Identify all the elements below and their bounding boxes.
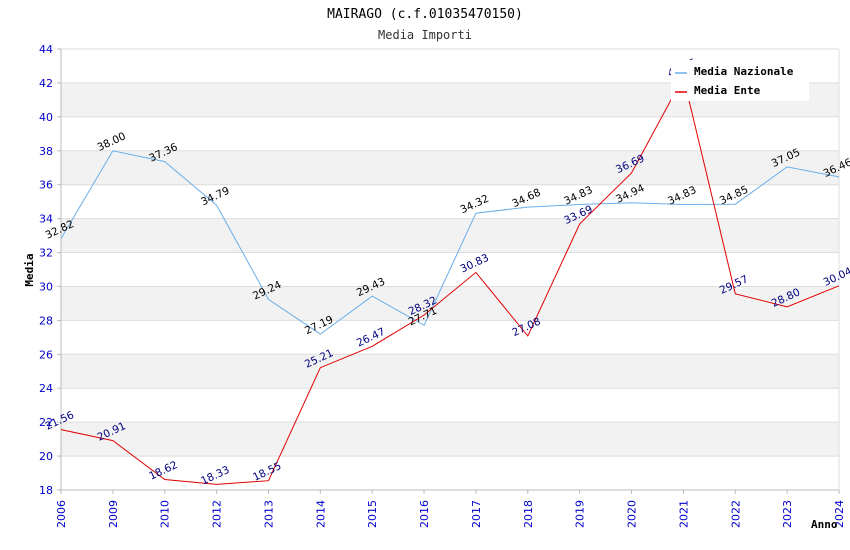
axes [60, 49, 840, 491]
x-tick-label: 2010 [159, 500, 172, 528]
x-tick-label: 2015 [366, 500, 379, 528]
chart-title: MAIRAGO (c.f.01035470150) [327, 7, 523, 22]
grid-band [61, 456, 839, 490]
x-tick-label: 2021 [677, 500, 690, 528]
x-tick-label: 2014 [314, 500, 327, 528]
x-tick-label: 2017 [470, 500, 483, 528]
y-tick-label: 38 [39, 145, 53, 158]
y-axis-label: Media [23, 253, 36, 286]
grid-band [61, 286, 839, 321]
y-tick-label: 30 [39, 280, 53, 293]
y-tick-label: 42 [39, 77, 53, 90]
y-tick-label: 28 [39, 314, 53, 327]
x-tick-label: 2022 [729, 500, 742, 528]
x-tick-label: 2016 [418, 500, 431, 528]
x-tick-label: 2006 [55, 500, 68, 528]
y-tick-labels: 18 20 22 24 26 28 30 32 34 36 38 40 42 44 [39, 43, 61, 497]
y-tick-label: 40 [39, 111, 53, 124]
y-tick-label: 26 [39, 348, 53, 361]
x-tick-label: 2024 [833, 500, 846, 528]
y-tick-label: 20 [39, 450, 53, 463]
legend-label-ente: Media Ente [694, 84, 761, 97]
y-tick-label: 32 [39, 247, 53, 260]
grid-band [61, 354, 839, 389]
x-tick-label: 2013 [262, 500, 275, 528]
legend-box [671, 60, 809, 101]
grid-lines [61, 48, 839, 491]
grid-band [61, 150, 839, 185]
x-tick-label: 2023 [781, 500, 794, 528]
x-tick-label: 2020 [626, 500, 639, 528]
legend-label-nazionale: Media Nazionale [694, 65, 794, 78]
grid-band [61, 422, 839, 457]
grid-band [61, 218, 839, 253]
x-tick-label: 2009 [107, 500, 120, 528]
x-axis-label: Anno [811, 518, 838, 531]
legend: Media Nazionale Media Ente [671, 60, 809, 101]
y-tick-label: 24 [39, 382, 53, 395]
chart-subtitle: Media Importi [378, 28, 472, 42]
y-tick-label: 36 [39, 179, 53, 192]
x-tick-label: 2019 [574, 500, 587, 528]
grid-band [61, 116, 839, 151]
series-line-media-nazionale [60, 150, 840, 335]
y-tick-label: 34 [39, 213, 53, 226]
series-lines [60, 75, 840, 485]
series-line-media-ente [60, 75, 840, 485]
y-tick-label: 44 [39, 43, 53, 56]
y-tick-label: 18 [39, 484, 53, 497]
x-tick-labels: 2006 2009 2010 2012 2013 2014 2015 2016 2017 2018… [55, 490, 846, 528]
grid-band [61, 388, 839, 423]
y-tick-label: 22 [39, 416, 53, 429]
grid-band [61, 320, 839, 355]
x-tick-label: 2018 [522, 500, 535, 528]
grid-band [61, 184, 839, 219]
x-tick-label: 2012 [211, 500, 224, 528]
